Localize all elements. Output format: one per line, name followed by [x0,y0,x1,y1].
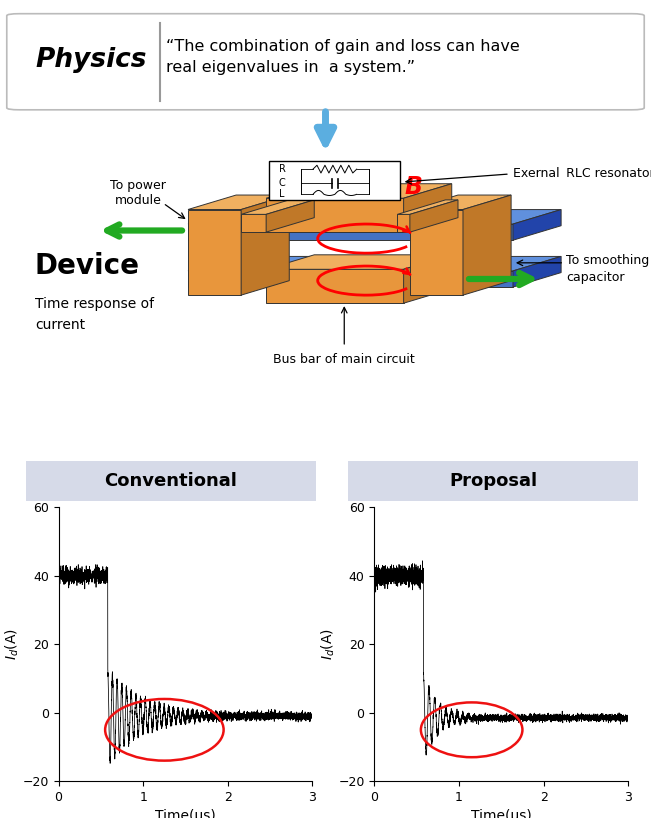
FancyBboxPatch shape [8,459,333,503]
Polygon shape [404,184,452,232]
Polygon shape [266,269,404,303]
Text: Conventional: Conventional [104,472,238,490]
Polygon shape [188,271,513,287]
Text: Physics: Physics [35,47,147,73]
Polygon shape [188,256,561,271]
Text: L: L [279,189,284,200]
Y-axis label: $I_d$(A): $I_d$(A) [320,628,337,660]
Polygon shape [397,200,458,214]
Polygon shape [188,224,513,240]
Polygon shape [513,209,561,240]
FancyBboxPatch shape [7,150,644,479]
Polygon shape [266,255,452,269]
Polygon shape [404,255,452,303]
FancyBboxPatch shape [331,459,651,503]
Polygon shape [266,184,452,198]
Text: To power
module: To power module [110,179,166,207]
Polygon shape [513,256,561,287]
Polygon shape [410,200,458,232]
Polygon shape [410,209,463,295]
X-axis label: Time(μs): Time(μs) [471,810,532,818]
FancyBboxPatch shape [7,14,644,110]
Polygon shape [266,200,314,232]
Polygon shape [188,195,289,209]
Polygon shape [241,195,289,295]
Polygon shape [397,214,410,232]
Polygon shape [241,214,266,232]
Text: B: B [405,175,423,199]
Text: Exernal  RLC resonator: Exernal RLC resonator [513,168,651,181]
Polygon shape [266,198,404,232]
Text: R: R [279,164,286,174]
Text: C: C [279,178,285,188]
Polygon shape [188,209,241,295]
Text: Device: Device [35,252,140,280]
Text: To smoothing
capacitor: To smoothing capacitor [566,254,649,285]
Polygon shape [241,200,314,214]
Text: Bus bar of main circuit: Bus bar of main circuit [273,353,415,366]
Text: “The combination of gain and loss can have
real eigenvalues in  a system.”: “The combination of gain and loss can ha… [166,38,520,74]
Polygon shape [188,209,561,224]
FancyBboxPatch shape [270,161,400,200]
Polygon shape [463,195,511,295]
Text: Proposal: Proposal [449,472,537,490]
Polygon shape [410,195,511,209]
Text: Time response of
current: Time response of current [35,297,154,332]
Y-axis label: $I_d$(A): $I_d$(A) [4,628,21,660]
X-axis label: Time(μs): Time(μs) [155,810,216,818]
